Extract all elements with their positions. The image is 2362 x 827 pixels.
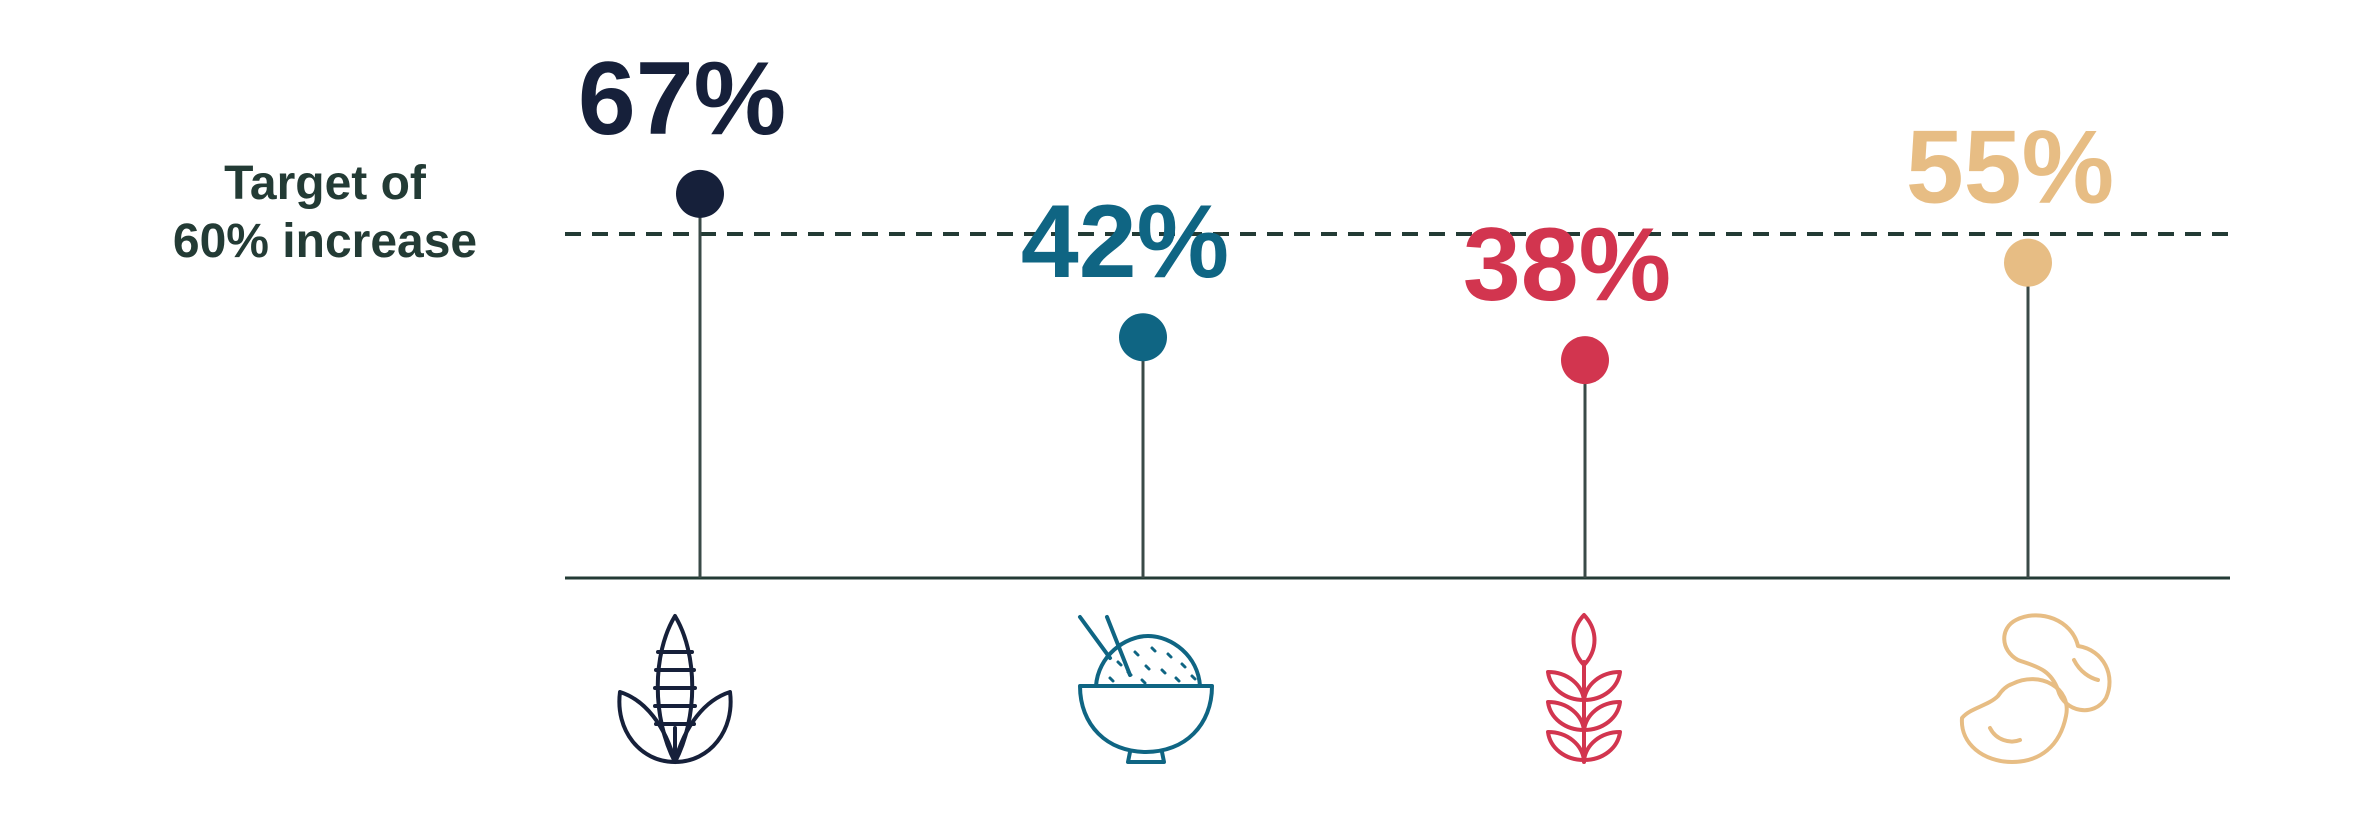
- rice-bowl-icon: [1078, 615, 1214, 764]
- point-corn: [676, 169, 724, 218]
- value-label-corn: 67%: [578, 41, 786, 157]
- value-label-wheat: 38%: [1463, 207, 1671, 323]
- target-label-line-1: Target of: [224, 157, 426, 210]
- value-label-beans: 55%: [1906, 110, 2114, 226]
- point-beans: [2004, 238, 2052, 287]
- wheat-icon: [1546, 613, 1622, 764]
- target-label-line-2: 60% increase: [172, 215, 478, 268]
- value-label-rice: 42%: [1021, 184, 1229, 300]
- corn-icon: [617, 614, 733, 764]
- beans-icon: [1959, 613, 2112, 764]
- point-rice: [1119, 313, 1167, 362]
- target-label: Target of 60% increase: [150, 155, 500, 271]
- point-wheat: [1561, 336, 1609, 385]
